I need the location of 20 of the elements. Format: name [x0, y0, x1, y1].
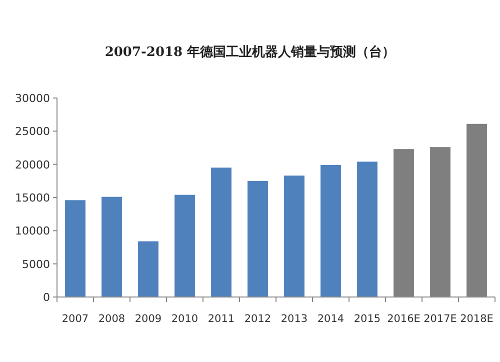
- x-tick-label: 2015: [354, 313, 381, 325]
- x-tick-label: 2013: [280, 313, 308, 325]
- title: 2007-2018 年德国工业机器人销量与预测（台）: [104, 45, 396, 60]
- x-tick-label: 2017E: [424, 313, 457, 325]
- x-tick-label: 2007: [62, 313, 89, 325]
- x-tick-label: 2009: [134, 313, 162, 325]
- x-tick-label: 2011: [208, 313, 235, 325]
- y-tick-label: 25000: [15, 125, 50, 138]
- y-tick-label: 5000: [22, 258, 50, 271]
- x-tick-label: 2016E: [387, 313, 420, 325]
- y-tick-label: 10000: [15, 224, 50, 238]
- y-tick-label: 30000: [15, 92, 50, 105]
- x-tick-label: 2008: [98, 313, 126, 325]
- x-tick-label: 2018E: [460, 313, 494, 325]
- y-tick-label: 15000: [15, 192, 50, 204]
- x-tick-label: 2010: [171, 313, 198, 325]
- x-tick-label: 2012: [244, 313, 272, 325]
- y-tick-label: 0: [43, 291, 50, 304]
- x-tick-label: 2014: [317, 313, 344, 325]
- y-tick-label: 20000: [15, 158, 50, 172]
